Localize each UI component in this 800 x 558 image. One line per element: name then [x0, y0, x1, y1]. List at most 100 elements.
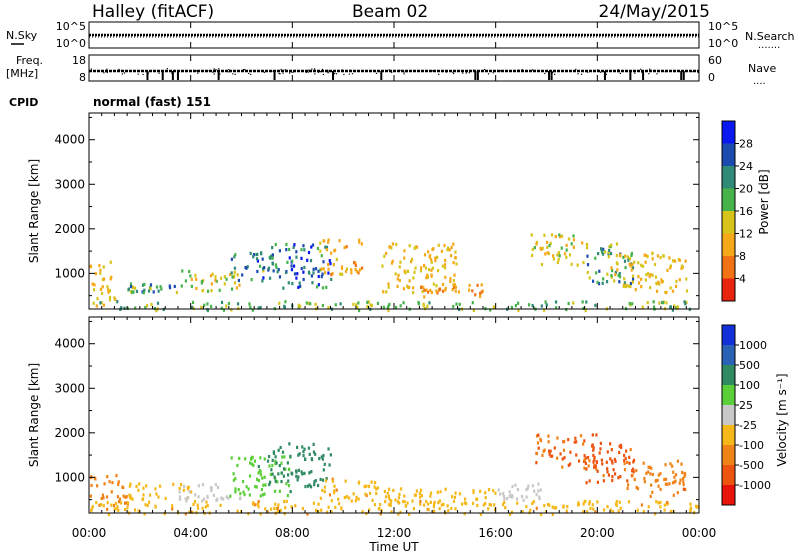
range-gate-cell: [623, 259, 627, 263]
range-gate-cell: [683, 474, 686, 478]
range-gate-cell: [131, 290, 134, 294]
nave-point: [577, 73, 579, 75]
range-gate-cell: [142, 486, 145, 490]
range-gate-cell: [141, 283, 145, 287]
range-gate-cell: [562, 448, 566, 452]
nave-point: [506, 70, 508, 72]
range-gate-cell: [339, 272, 342, 276]
freq-right-tick-top: 60: [708, 54, 722, 67]
nave-point: [483, 68, 486, 71]
range-gate-cell: [147, 500, 151, 504]
range-gate-cell: [256, 502, 260, 506]
range-gate-cell: [269, 507, 273, 511]
range-gate-cell: [625, 283, 628, 288]
nave-point: [158, 72, 160, 74]
range-gate-cell: [191, 300, 195, 304]
range-gate-cell: [375, 491, 378, 496]
range-gate-cell: [454, 491, 457, 495]
range-gate-cell: [622, 284, 625, 288]
cpid-label: CPID: [9, 96, 38, 109]
range-gate-cell: [310, 274, 314, 278]
range-gate-cell: [152, 290, 155, 294]
range-gate-cell: [560, 234, 564, 238]
range-gate-cell: [178, 497, 182, 501]
range-gate-cell: [631, 266, 635, 270]
range-gate-cell: [545, 303, 548, 307]
range-gate-cell: [547, 251, 550, 256]
range-gate-cell: [388, 245, 392, 249]
range-gate-cell: [397, 512, 400, 516]
range-gate-cell: [125, 501, 128, 505]
range-gate-cell: [360, 242, 363, 246]
range-gate-cell: [454, 285, 457, 289]
range-gate-cell: [585, 467, 588, 471]
range-gate-cell: [606, 272, 609, 276]
range-gate-cell: [340, 506, 343, 510]
nave-point: [349, 69, 351, 71]
range-gate-cell: [558, 254, 561, 258]
colorbar-segment: [722, 345, 735, 366]
range-gate-cell: [204, 505, 207, 509]
range-gate-cell: [201, 483, 205, 487]
range-gate-cell: [592, 453, 595, 457]
range-gate-cell: [206, 302, 209, 306]
range-gate-cell: [192, 306, 195, 311]
range-gate-cell: [631, 277, 635, 281]
range-gate-cell: [626, 460, 629, 464]
power-y-ticks: 1000 2000 3000 4000: [54, 116, 699, 297]
nave-point: [657, 70, 659, 73]
range-gate-cell: [543, 448, 546, 452]
range-gate-cell: [266, 459, 270, 463]
range-gate-cell: [271, 245, 274, 250]
range-gate-cell: [363, 484, 366, 489]
range-gate-cell: [669, 286, 672, 290]
range-gate-cell: [293, 243, 296, 247]
nave-point: [689, 70, 691, 72]
range-gate-cell: [614, 270, 618, 274]
range-gate-cell: [596, 280, 599, 285]
range-gate-cell: [108, 295, 112, 300]
nave-point: [284, 69, 286, 71]
range-gate-cell: [326, 510, 329, 514]
range-gate-cell: [591, 503, 594, 507]
range-gate-cell: [572, 234, 575, 238]
range-gate-cell: [273, 475, 276, 479]
range-gate-cell: [399, 510, 402, 514]
nave-point: [531, 69, 534, 71]
range-gate-cell: [256, 252, 259, 257]
range-gate-cell: [95, 304, 98, 308]
range-gate-cell: [429, 288, 432, 292]
range-gate-cell: [194, 277, 198, 281]
range-gate-cell: [634, 288, 637, 292]
range-gate-cell: [256, 269, 259, 274]
range-gate-cell: [640, 503, 643, 507]
range-gate-cell: [327, 306, 330, 310]
colorbar-frame: [721, 324, 736, 506]
nave-point: [697, 71, 699, 74]
range-gate-cell: [587, 464, 590, 468]
nave-point: [228, 71, 230, 73]
range-gate-cell: [540, 262, 544, 267]
range-gate-cell: [117, 508, 120, 513]
range-gate-cell: [658, 301, 661, 305]
nave-point: [551, 71, 554, 74]
range-gate-cell: [350, 268, 353, 272]
range-gate-cell: [503, 500, 506, 504]
range-gate-cell: [225, 277, 228, 281]
power-panel-frame: [88, 112, 700, 310]
colorbar-tick-label: 4: [739, 273, 746, 286]
range-gate-cell: [225, 495, 228, 499]
range-gate-cell: [137, 488, 140, 492]
range-gate-cell: [141, 497, 145, 501]
range-gate-cell: [654, 512, 657, 516]
range-gate-cell: [221, 497, 225, 501]
range-gate-cell: [535, 506, 538, 510]
range-gate-cell: [118, 497, 122, 501]
range-gate-cell: [325, 477, 328, 481]
range-gate-cell: [146, 503, 149, 508]
range-gate-cell: [290, 268, 294, 272]
range-gate-cell: [387, 285, 390, 289]
range-gate-cell: [298, 452, 301, 456]
range-gate-cell: [408, 285, 411, 290]
range-gate-cell: [203, 303, 206, 307]
